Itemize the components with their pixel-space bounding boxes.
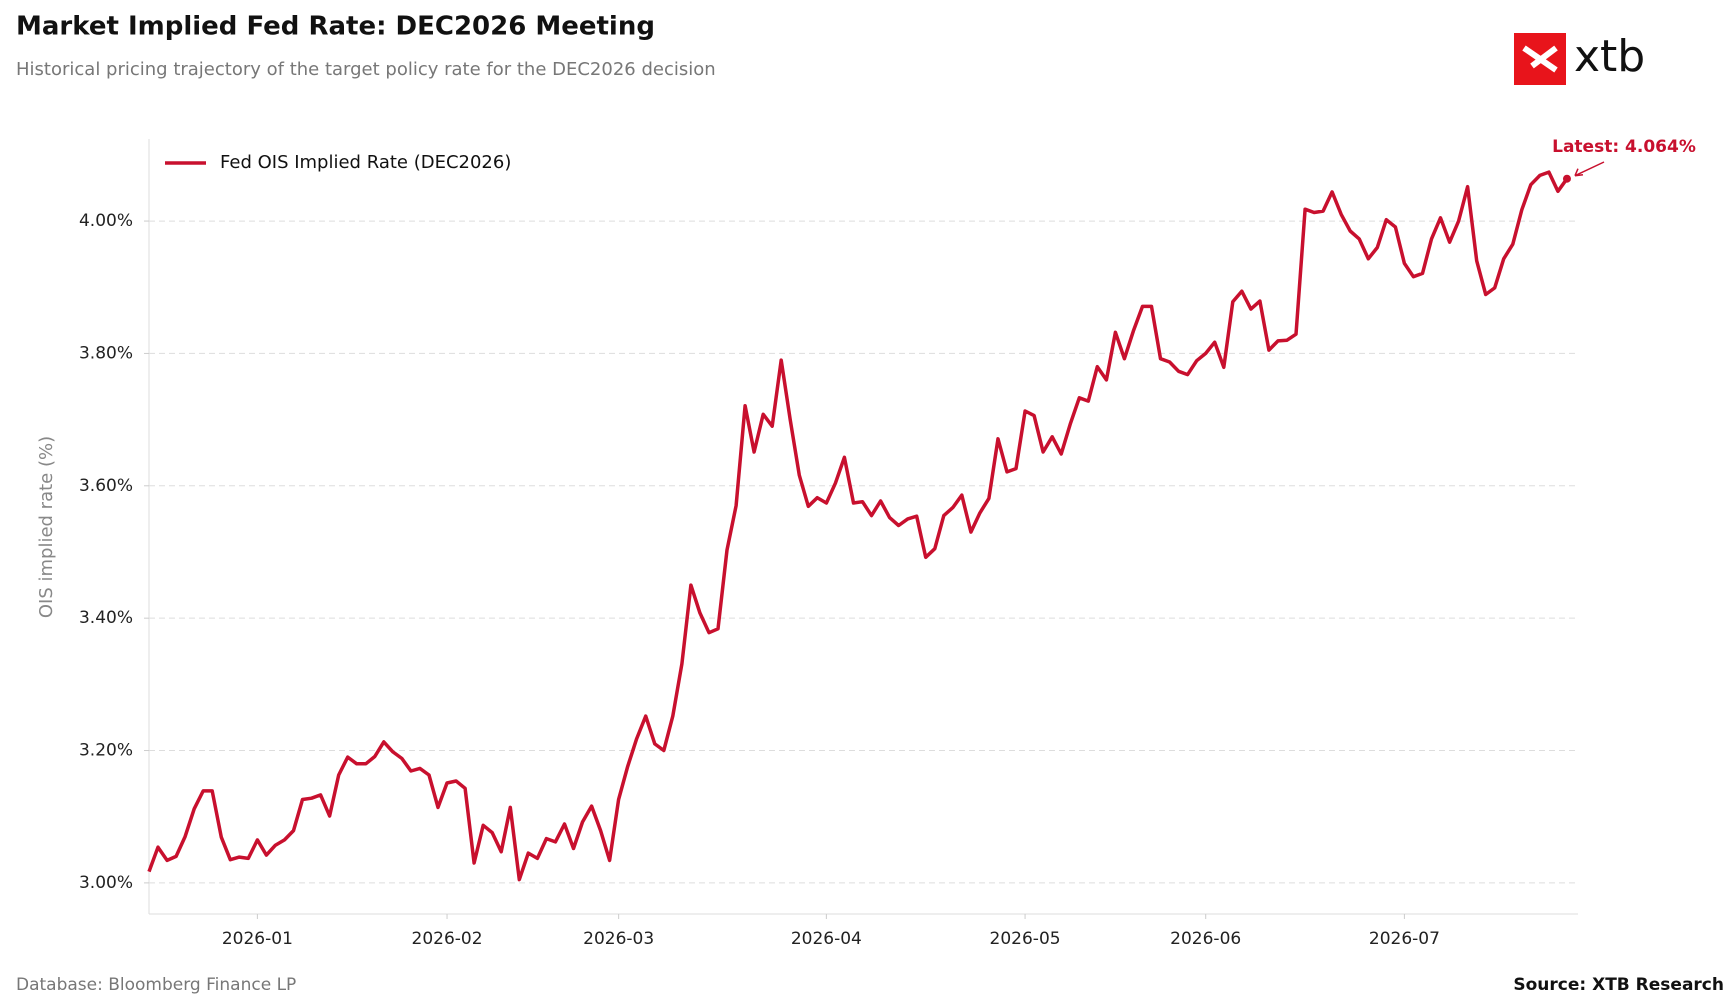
y-tick-label: 4.00%: [79, 211, 133, 231]
y-tick-label: 3.80%: [79, 343, 133, 363]
chart-subtitle: Historical pricing trajectory of the tar…: [16, 59, 716, 80]
x-tick-label: 2026-02: [412, 929, 483, 949]
x-tick-label: 2026-03: [583, 929, 654, 949]
legend-label: Fed OIS Implied Rate (DEC2026): [220, 152, 511, 173]
y-tick-label: 3.20%: [79, 741, 133, 761]
logo-text: xtb: [1574, 31, 1645, 82]
logo-x: [1522, 45, 1558, 73]
annotation: Latest: 4.064%: [1552, 137, 1696, 157]
x-tick-label: 2026-07: [1369, 929, 1440, 949]
y-axis-label: OIS implied rate (%): [36, 436, 57, 618]
latest-point: [1562, 174, 1571, 183]
x-tick-label: 2026-01: [222, 929, 293, 949]
footer-database: Database: Bloomberg Finance LP: [16, 975, 296, 995]
chart-title: Market Implied Fed Rate: DEC2026 Meeting: [16, 12, 655, 42]
y-tick-label: 3.40%: [79, 608, 133, 628]
annotation-arrow: [1574, 161, 1605, 177]
y-tick-label: 3.60%: [79, 476, 133, 496]
x-tick-label: 2026-04: [791, 929, 862, 949]
x-tick-label: 2026-06: [1170, 929, 1241, 949]
series-line: [147, 170, 1569, 882]
footer-source: Source: XTB Research: [1513, 975, 1724, 995]
x-tick-label: 2026-05: [990, 929, 1061, 949]
y-tick-label: 3.00%: [79, 873, 133, 893]
